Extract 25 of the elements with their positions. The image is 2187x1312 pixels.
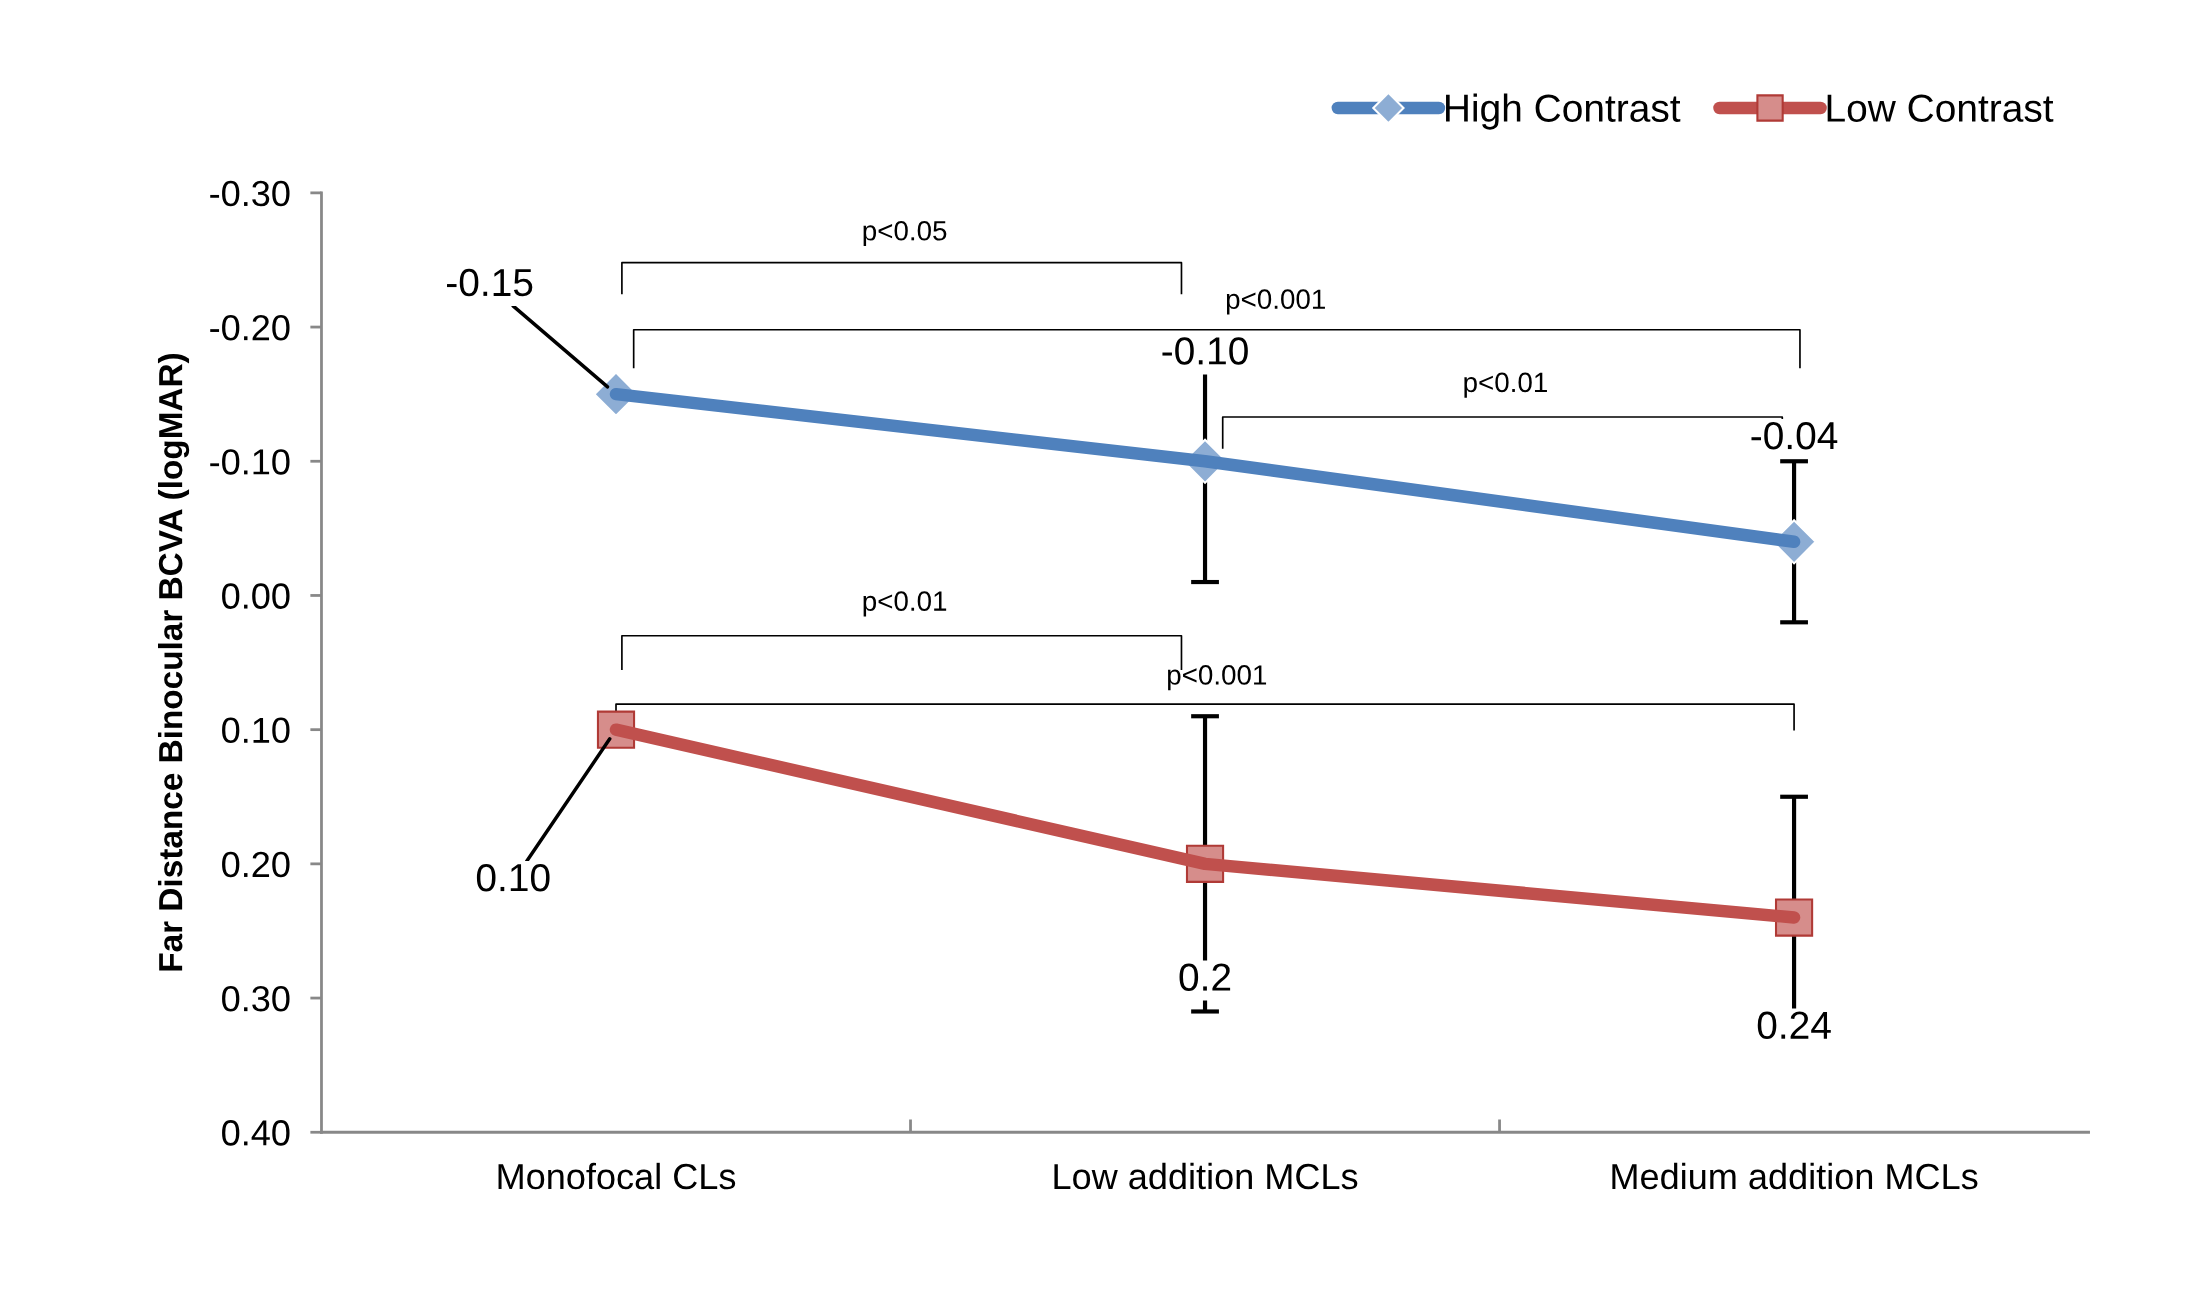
annotation: p<0.01: [863, 591, 947, 617]
annotation: p<0.001: [1168, 665, 1267, 691]
legend-label: Low Contrast: [1827, 94, 2054, 122]
legend-label: High Contrast: [1446, 93, 1681, 130]
y-tick-label: 0.40: [222, 1120, 290, 1146]
y-tick-label: 0.00: [222, 583, 290, 609]
y-tick-label: -0.30: [210, 180, 290, 207]
data-label: -0.04: [1751, 421, 1838, 450]
y-axis-title: Far Distance Binocular BCVA (logMAR): [157, 353, 190, 971]
y-tick-label: 0.20: [222, 851, 290, 878]
x-tick-label: Monofocal CLs: [498, 1162, 736, 1190]
data-label: -0.10: [1162, 337, 1248, 365]
y-tick-label: -0.10: [210, 449, 290, 475]
data-label: 0.2: [1179, 963, 1231, 991]
y-tick-label: 0.10: [222, 717, 290, 744]
data-label: 0.10: [476, 863, 550, 892]
annotation: p<0.05: [863, 220, 947, 247]
x-tick-label: Low addition MCLs: [1054, 1162, 1358, 1190]
data-label: 0.24: [1757, 1011, 1831, 1040]
annotation: p<0.01: [1464, 372, 1547, 398]
data-label: -0.15: [447, 268, 533, 297]
y-tick-label: 0.30: [222, 985, 290, 1012]
annotation: p<0.001: [1226, 289, 1325, 315]
x-tick-label: Medium addition MCLs: [1612, 1162, 1978, 1190]
y-tick-label: -0.20: [210, 314, 290, 341]
